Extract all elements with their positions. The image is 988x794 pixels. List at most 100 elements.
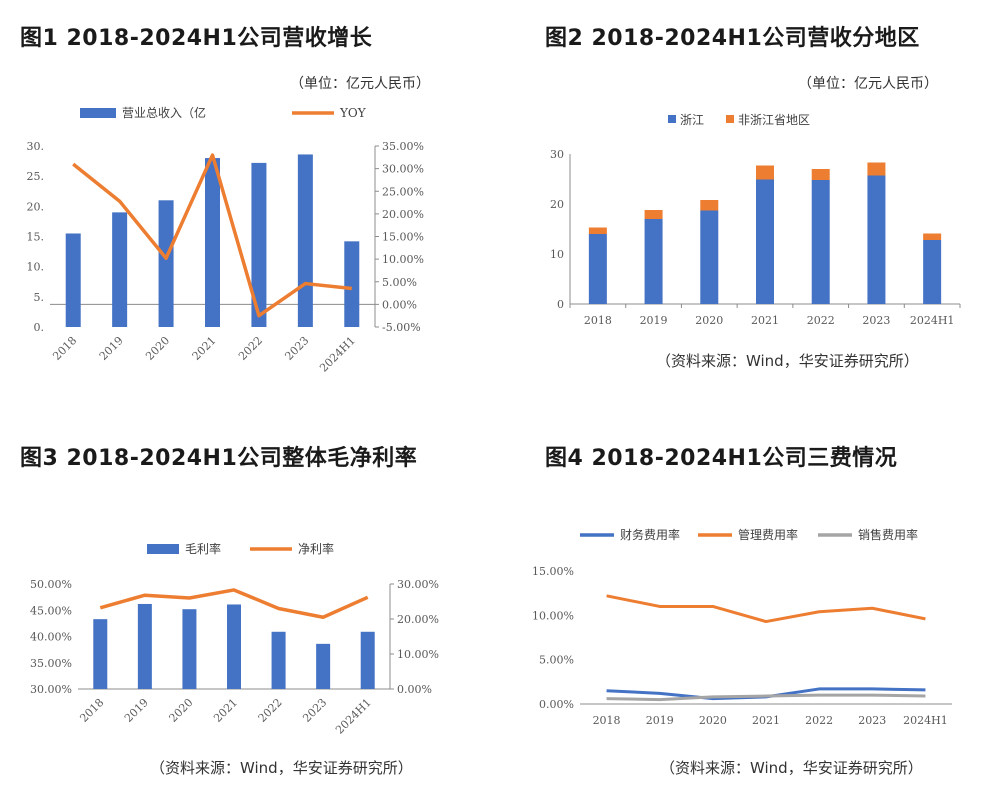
fig2-chart: 0 10 20 30 2018 2019 2020 2021 2022 2023 2024H1 浙江 非…	[550, 113, 961, 327]
bar	[923, 240, 942, 304]
legend-swatch	[80, 108, 116, 118]
x-tick-label: 2024H1	[910, 314, 955, 327]
y-right-tick-label: 25.00%	[382, 185, 424, 198]
x-tick-label: 2020	[143, 334, 172, 363]
x-tick-label: 2023	[282, 334, 311, 363]
x-tick-label: 2023	[862, 314, 890, 327]
bar	[644, 210, 663, 219]
x-tick-label: 2024H1	[333, 696, 374, 737]
x-tick-label: 2019	[640, 314, 668, 327]
x-tick-label: 2022	[256, 696, 285, 725]
y-right-tick-label: 15.00%	[382, 231, 424, 244]
x-tick-label: 2019	[646, 714, 674, 727]
legend-label: 财务费用率	[620, 527, 680, 542]
y-left-tick-label: 15.	[27, 231, 45, 244]
x-tick-label: 2020	[695, 314, 723, 327]
fig1-title: 图1 2018-2024H1公司营收增长	[20, 26, 373, 51]
bar	[344, 241, 360, 327]
y-left-tick-label: 10	[550, 248, 564, 261]
bar	[227, 604, 241, 689]
y-left-tick-label: 0.	[34, 321, 45, 334]
legend-swatch	[147, 544, 179, 554]
fig1-chart: 0. 5. 10. 15. 20. 25. 30. -5.00% 0.00% 5.00% 10.00…	[27, 105, 424, 375]
x-tick-label: 2018	[584, 314, 612, 327]
y-right-tick-label: 20.00%	[382, 208, 424, 221]
y-left-tick-label: 20	[550, 198, 564, 211]
legend-label: 非浙江省地区	[738, 113, 810, 127]
legend-label: 净利率	[298, 541, 334, 556]
x-tick-label: 2023	[300, 696, 329, 725]
y-left-tick-label: 30.00%	[30, 683, 72, 696]
fig3-title: 图3 2018-2024H1公司整体毛净利率	[20, 446, 418, 471]
bar	[271, 631, 286, 689]
y-right-tick-label: 0.00%	[382, 298, 417, 311]
y-left-tick-label: 30.	[27, 140, 45, 153]
legend-label: YOY	[339, 106, 367, 120]
bar	[700, 210, 719, 304]
y-left-tick-label: 0	[557, 298, 564, 311]
x-tick-label: 2022	[807, 314, 835, 327]
y-left-tick-label: 0.00%	[539, 698, 574, 711]
y-left-tick-label: 50.00%	[30, 578, 72, 591]
bar	[756, 165, 774, 180]
y-right-tick-label: 0.00%	[397, 683, 432, 696]
y-left-tick-label: 10.	[27, 261, 45, 274]
y-left-tick-label: 20.	[27, 200, 45, 213]
y-left-tick-label: 25.	[27, 170, 45, 183]
bar	[644, 219, 663, 304]
bar	[205, 158, 220, 327]
fig1-unit: （单位：亿元人民币）	[290, 76, 430, 92]
x-tick-label: 2019	[97, 334, 126, 363]
series-line-2	[606, 693, 926, 702]
bar	[182, 609, 197, 689]
series-line	[72, 153, 352, 318]
y-right-tick-label: 30.00%	[397, 578, 439, 591]
y-left-tick-label: 15.00%	[532, 565, 574, 578]
bar	[158, 200, 174, 327]
x-tick-label: 2019	[122, 696, 151, 725]
y-left-tick-label: 5.	[34, 291, 45, 304]
y-left-tick-label: 40.00%	[30, 631, 72, 644]
y-left-tick-label: 35.00%	[30, 657, 72, 670]
bar	[867, 162, 886, 176]
y-right-tick-label: -5.00%	[382, 321, 421, 334]
y-left-tick-label: 30	[550, 148, 564, 161]
y-right-tick-label: 5.00%	[382, 276, 417, 289]
bar	[360, 631, 375, 689]
fig4-chart: 0.00% 5.00% 10.00% 15.00% 2018 2019 2020 2021 20…	[532, 527, 952, 727]
bar	[756, 179, 774, 304]
bar	[112, 212, 128, 327]
legend-swatch	[668, 115, 676, 123]
bar	[93, 619, 108, 689]
x-tick-label: 2018	[593, 714, 621, 727]
fig3-source: （资料来源：Wind，华安证券研究所）	[150, 759, 413, 777]
y-right-tick-label: 35.00%	[382, 140, 424, 153]
legend-label: 营业总收入（亿	[122, 105, 206, 120]
legend-label: 销售费用率	[858, 527, 918, 542]
x-tick-label: 2023	[858, 714, 886, 727]
legend-label: 浙江	[680, 113, 704, 127]
x-tick-label: 2021	[751, 314, 779, 327]
legend-label: 管理费用率	[738, 527, 798, 542]
fig3-chart: 30.00% 35.00% 40.00% 45.00% 50.00% 0.00% 10.00…	[30, 541, 439, 737]
bar	[297, 154, 313, 327]
x-tick-label: 2020	[167, 696, 196, 725]
y-left-tick-label: 45.00%	[30, 604, 72, 617]
bar	[811, 180, 830, 304]
bar	[65, 233, 81, 327]
x-tick-label: 2024H1	[317, 334, 358, 375]
x-tick-label: 2020	[699, 714, 727, 727]
x-tick-label: 2024H1	[903, 714, 948, 727]
bar	[251, 162, 267, 327]
bar	[316, 643, 331, 689]
y-right-tick-label: 10.00%	[397, 648, 439, 661]
fig4-title: 图4 2018-2024H1公司三费情况	[545, 446, 898, 471]
y-right-tick-label: 30.00%	[382, 163, 424, 176]
y-left-tick-label: 10.00%	[532, 609, 574, 622]
legend-label: 毛利率	[185, 541, 221, 556]
y-left-tick-label: 5.00%	[539, 654, 574, 667]
x-tick-label: 2022	[805, 714, 833, 727]
fig2-source: （资料来源：Wind，华安证券研究所）	[656, 352, 919, 370]
fig2-unit: （单位：亿元人民币）	[798, 76, 938, 92]
bar	[811, 169, 830, 180]
